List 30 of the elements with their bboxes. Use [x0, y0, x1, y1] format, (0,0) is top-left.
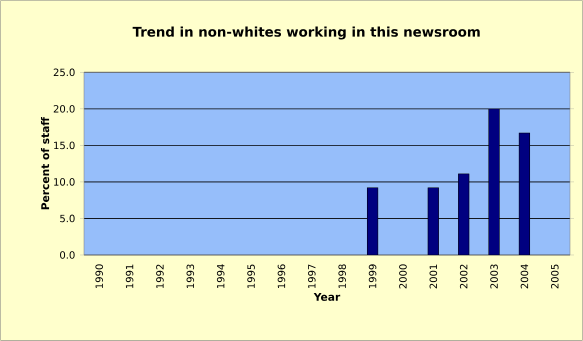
x-tick-label: 2004: [520, 264, 528, 288]
bar: [428, 188, 439, 255]
x-tick-label: 1991: [126, 264, 134, 288]
x-tick-label: 2000: [399, 264, 407, 288]
chart-title: Trend in non-whites working in this newsroom: [132, 26, 480, 40]
y-tick-label: 10.0: [54, 178, 75, 186]
x-tick-label: 1994: [216, 264, 224, 288]
y-axis-title: Percent of staff: [40, 116, 50, 210]
y-tick-label: 15.0: [54, 142, 75, 150]
bar: [518, 132, 530, 255]
x-tick-label: 1990: [95, 264, 103, 288]
x-tick-label: 1995: [247, 264, 255, 288]
x-tick-label: 1999: [368, 264, 376, 288]
bar: [488, 108, 500, 255]
y-tick-label: 5.0: [60, 214, 75, 222]
x-tick-label: 1996: [278, 264, 286, 288]
x-tick-label: 1993: [186, 264, 194, 288]
x-tick-label: 2001: [430, 264, 438, 288]
y-tick-label: 25.0: [54, 68, 75, 76]
x-tick-label: 2002: [460, 264, 468, 288]
bar: [458, 174, 470, 255]
x-tick-label: 2005: [551, 264, 559, 288]
x-tick-label: 1998: [338, 264, 346, 288]
x-axis-title: Year: [314, 292, 340, 301]
x-tick-label: 2003: [490, 264, 498, 288]
y-tick-label: 0.0: [60, 251, 75, 259]
y-tick-label: 20.0: [54, 105, 75, 113]
x-tick-label: 1992: [156, 264, 164, 288]
x-tick-label: 1997: [308, 264, 316, 288]
bar: [366, 188, 378, 255]
